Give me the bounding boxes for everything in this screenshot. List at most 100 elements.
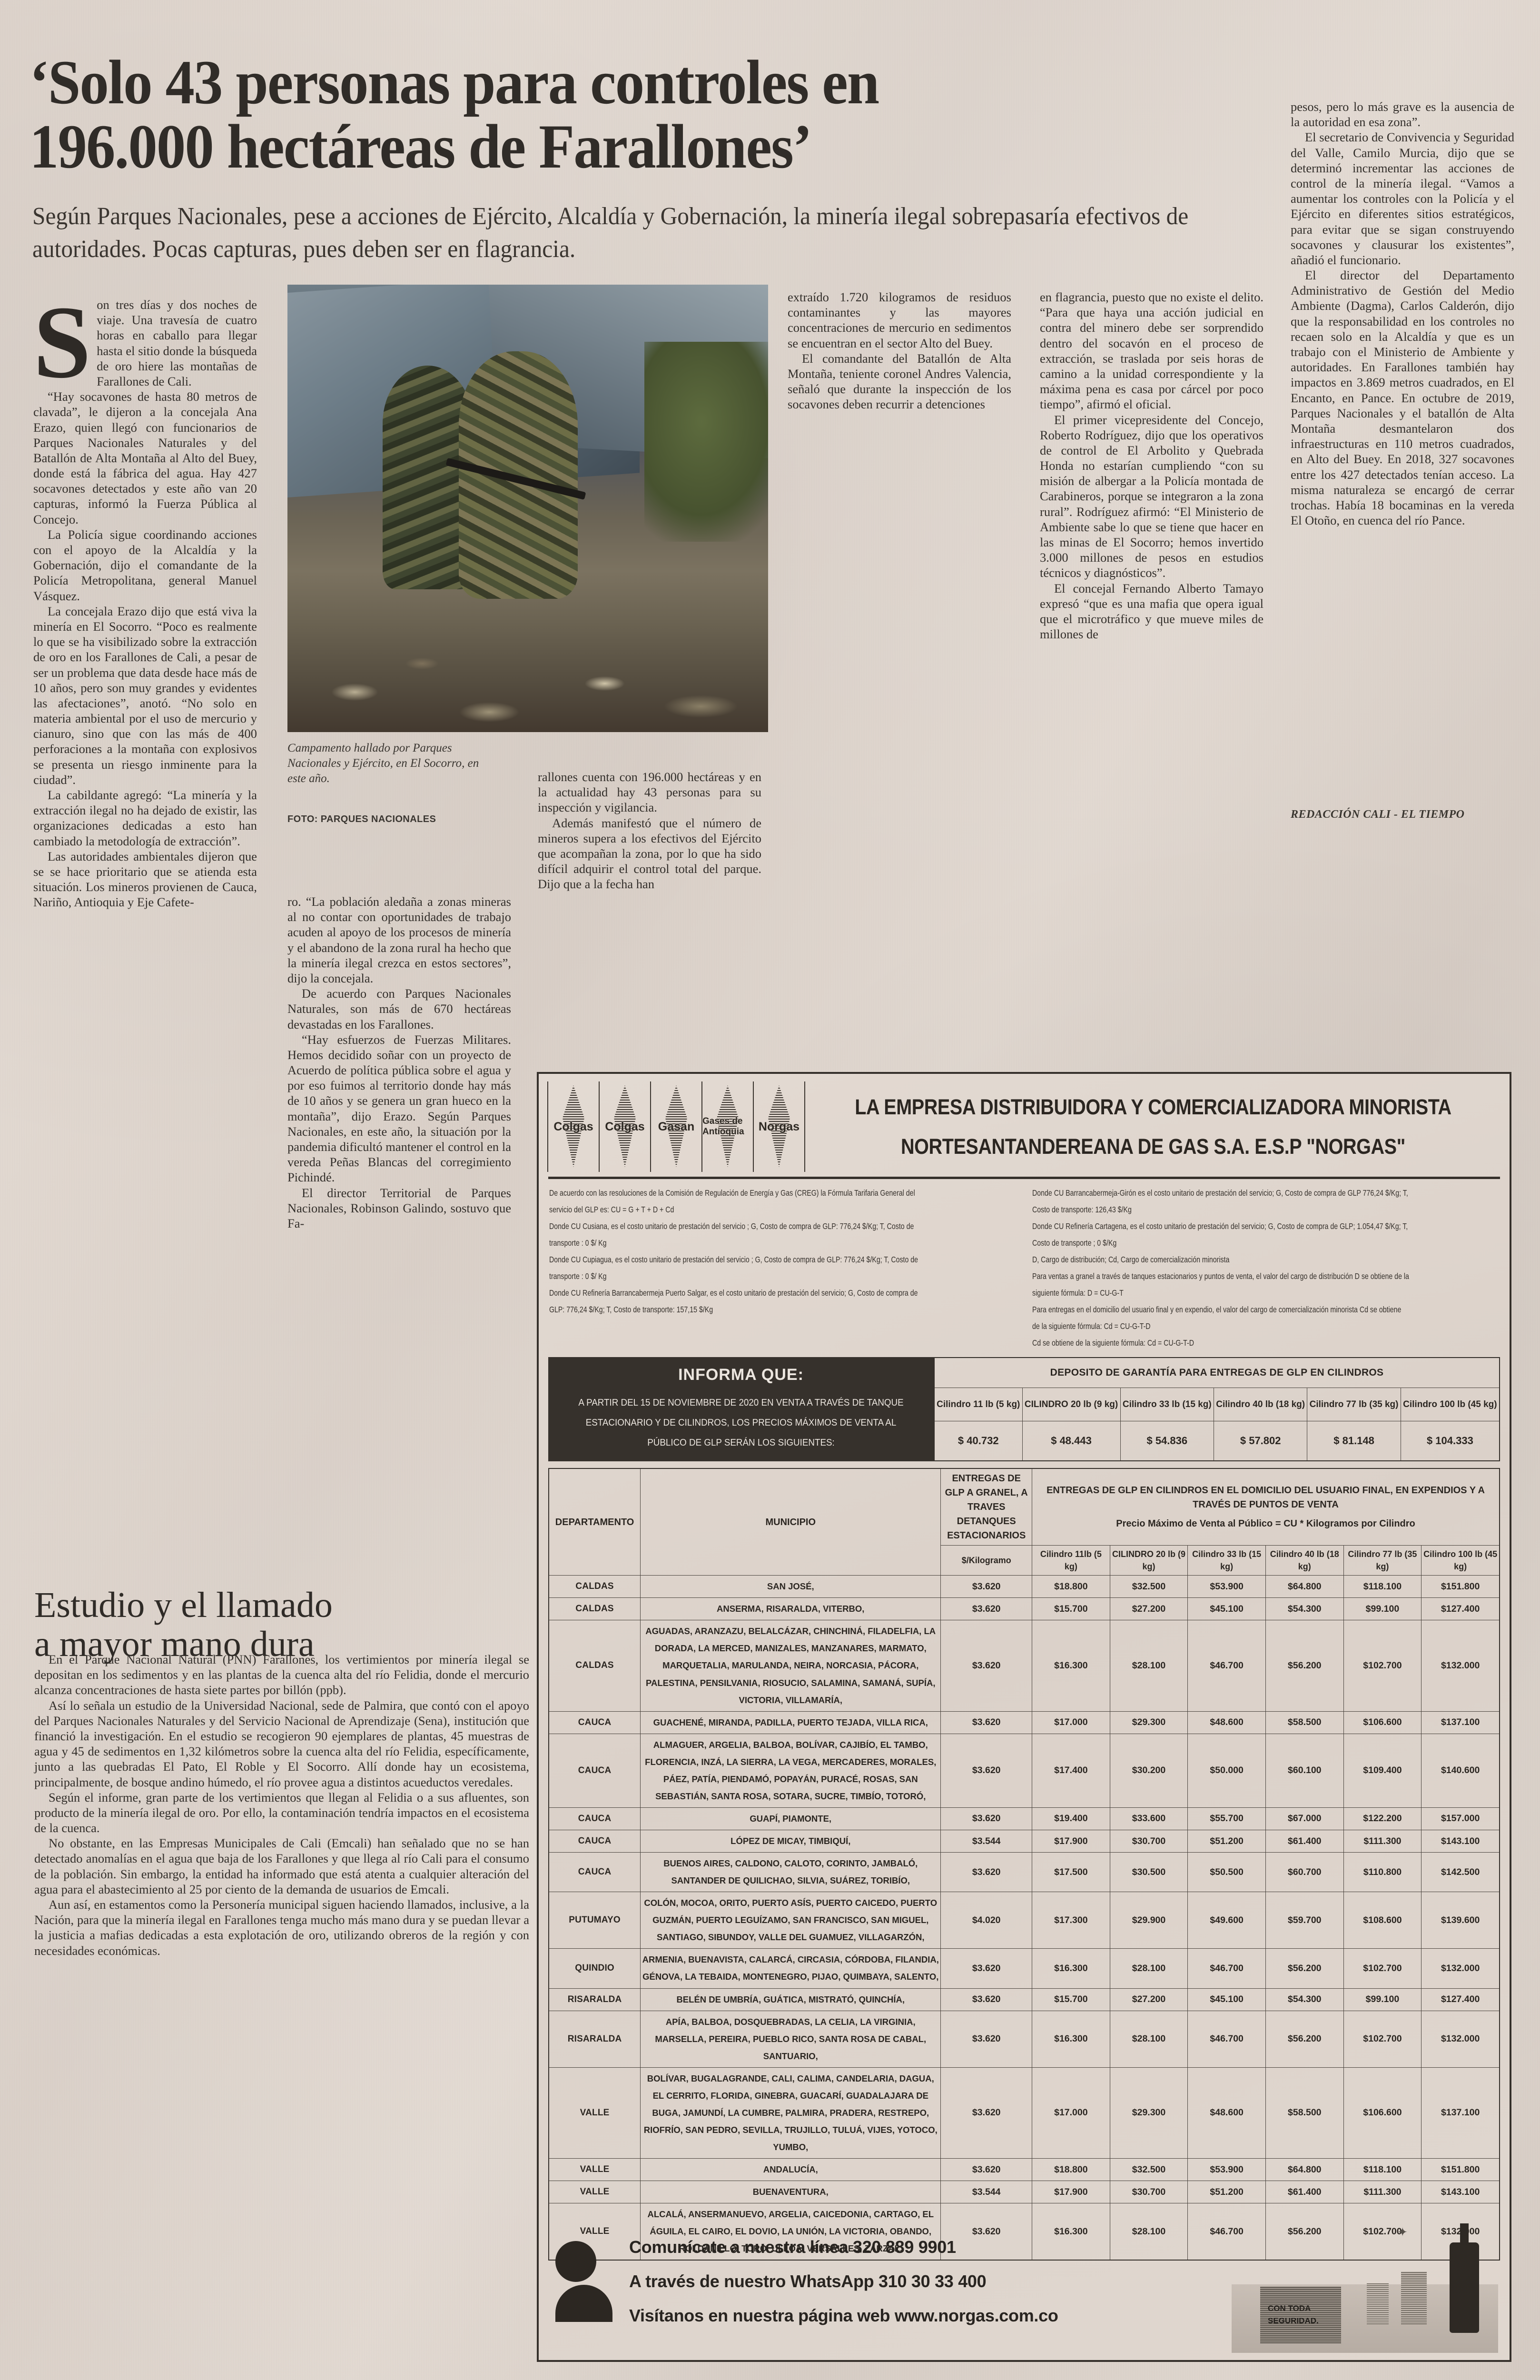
photo-debris — [287, 589, 768, 732]
cell-kilogramo: $3.544 — [940, 1829, 1033, 1853]
cell-cylinder-3: $64.800 — [1265, 2158, 1344, 2182]
table-row: VALLE BOLÍVAR, BUGALAGRANDE, CALI, CALIMA… — [548, 2067, 1500, 2159]
cell-cylinder-4: $99.100 — [1343, 1597, 1422, 1621]
cell-cylinder-0: $17.300 — [1032, 1892, 1110, 1949]
table-row: CAUCA GUACHENÉ, MIRANDA, PADILLA, PUERTO … — [548, 1711, 1500, 1734]
cell-cylinder-3: $61.400 — [1265, 2181, 1344, 2204]
cell-municipio: COLÓN, MOCOA, ORITO, PUERTO ASÍS, PUERTO… — [640, 1892, 941, 1949]
glp-price-table: DEPARTAMENTO MUNICIPIO ENTREGAS DE GLP A… — [548, 1468, 1500, 2261]
paragraph: pesos, pero lo más grave es la ausencia … — [1291, 99, 1514, 129]
cell-cylinder-1: $28.100 — [1109, 1948, 1188, 1989]
cell-cylinder-4: $106.600 — [1343, 1711, 1422, 1734]
cell-kilogramo: $3.620 — [940, 1711, 1033, 1734]
legal-paragraph: D, Cargo de distribución; Cd, Cargo de c… — [1032, 1255, 1230, 1264]
cell-cylinder-2: $53.900 — [1187, 1575, 1266, 1598]
norgas-logo-icon: Norgas — [754, 1081, 805, 1172]
secondary-body: En el Parque Nacional Natural (PNN) Fara… — [34, 1652, 529, 1958]
cell-cylinder-4: $102.700 — [1343, 2010, 1422, 2068]
paragraph: extraído 1.720 kilogramos de residuos co… — [788, 290, 1011, 350]
paragraph: Así lo señala un estudio de la Universid… — [34, 1698, 529, 1789]
table-subheader-row: $/Kilogramo Cilindro 11lb (5 kg) CILINDR… — [549, 1545, 1500, 1576]
cell-cylinder-4: $111.300 — [1343, 1829, 1422, 1853]
cell-cylinder-1: $30.700 — [1109, 2181, 1188, 2204]
norgas-advertisement: Colgas Colgas Gasan Gases de Antioquia N… — [537, 1072, 1511, 2362]
deposit-header: Cilindro 11 lb (5 kg) — [934, 1388, 1023, 1422]
cell-cylinder-2: $46.700 — [1187, 1948, 1266, 1989]
cell-cylinder-0: $17.000 — [1032, 1711, 1110, 1734]
cell-cylinder-2: $55.700 — [1187, 1807, 1266, 1831]
cell-cylinder-0: $17.500 — [1032, 1852, 1110, 1893]
gas-cylinder-small-icon — [1401, 2272, 1427, 2324]
table-row: CALDAS AGUADAS, ARANZAZU, BELALCÁZAR, CHI… — [548, 1620, 1500, 1712]
cell-cylinder-1: $30.200 — [1109, 1733, 1188, 1808]
ad-header: Colgas Colgas Gasan Gases de Antioquia N… — [539, 1074, 1510, 1175]
ad-product-photo: ✦ CON TODA SEGURIDAD. — [1232, 2210, 1498, 2353]
cell-municipio: BOLÍVAR, BUGALAGRANDE, CALI, CALIMA, CAN… — [640, 2067, 941, 2159]
ad-legal-left: De acuerdo con las resoluciones de la Co… — [549, 1185, 969, 1351]
cell-departamento: CALDAS — [548, 1597, 641, 1621]
table-row: QUINDIO ARMENIA, BUENAVISTA, CALARCÁ, CIR… — [548, 1948, 1500, 1989]
cell-kilogramo: $3.620 — [940, 1733, 1033, 1808]
page-title: ‘Solo 43 personas para controles en 196.… — [30, 50, 1136, 178]
ad-whatsapp-line[interactable]: A través de nuestro WhatsApp 310 30 33 4… — [629, 2271, 987, 2291]
paragraph: Las autoridades ambientales dijeron que … — [33, 849, 257, 910]
table-row: CAUCA LÓPEZ DE MICAY, TIMBIQUÍ, $3.544 $17.… — [548, 1829, 1500, 1853]
cell-cylinder-2: $46.700 — [1187, 1620, 1266, 1712]
paragraph-text: on tres días y dos noches de viaje. Una … — [97, 298, 257, 388]
cell-cylinder-4: $106.600 — [1343, 2067, 1422, 2159]
photo-caption: Campamento hallado por Parques Nacionale… — [287, 742, 479, 785]
cell-departamento: CAUCA — [548, 1711, 641, 1734]
cell-kilogramo: $3.620 — [940, 1807, 1033, 1831]
table-row: CALDAS SAN JOSÉ, $3.620 $18.800 $32.500 $53.9… — [548, 1575, 1500, 1598]
cell-cylinder-0: $16.300 — [1032, 1948, 1110, 1989]
col-header-domicilio: ENTREGAS DE GLP EN CILINDROS EN EL DOMIC… — [1032, 1468, 1500, 1546]
cell-cylinder-4: $102.700 — [1343, 1620, 1422, 1712]
cell-cylinder-2: $53.900 — [1187, 2158, 1266, 2182]
ad-footer: Comunícate a nuestra línea 320 889 9901 … — [539, 2203, 1510, 2360]
legal-paragraph: Donde CU Cusiana, es el costo unitario d… — [549, 1221, 914, 1248]
paragraph: El comandante del Batallón de Alta Monta… — [788, 351, 1011, 412]
cell-cylinder-2: $46.700 — [1187, 2010, 1266, 2068]
ad-website-line[interactable]: Visítanos en nuestra página web www.norg… — [629, 2306, 1058, 2325]
cell-municipio: ARMENIA, BUENAVISTA, CALARCÁ, CIRCASIA, … — [640, 1948, 941, 1989]
col-header-cyl-77: Cilindro 77 lb (35 kg) — [1343, 1545, 1422, 1576]
cell-cylinder-3: $58.500 — [1265, 2067, 1344, 2159]
cell-cylinder-1: $32.500 — [1109, 2158, 1188, 2182]
cell-cylinder-5: $132.000 — [1421, 2010, 1500, 2068]
cell-departamento: CAUCA — [548, 1807, 641, 1831]
photo-foliage — [644, 342, 768, 542]
cell-municipio: GUACHENÉ, MIRANDA, PADILLA, PUERTO TEJAD… — [640, 1711, 941, 1734]
ad-phone-line[interactable]: Comunícate a nuestra línea 320 889 9901 — [629, 2237, 956, 2257]
ad-divider — [548, 1177, 1500, 1179]
cell-cylinder-5: $137.100 — [1421, 2067, 1500, 2159]
cell-municipio: ALMAGUER, ARGELIA, BALBOA, BOLÍVAR, CAJI… — [640, 1733, 941, 1808]
cell-cylinder-2: $45.100 — [1187, 1988, 1266, 2011]
cell-cylinder-2: $51.200 — [1187, 2181, 1266, 2204]
paragraph: El director del Departamento Administrat… — [1291, 268, 1514, 528]
paragraph: Además manifestó que el número de minero… — [538, 815, 761, 892]
cell-departamento: CAUCA — [548, 1733, 641, 1808]
logo-label: Norgas — [758, 1120, 800, 1133]
cell-cylinder-5: $157.000 — [1421, 1807, 1500, 1831]
paragraph: Aun así, en estamentos como la Personerí… — [34, 1897, 529, 1958]
cell-municipio: BELÉN DE UMBRÍA, GUÁTICA, MISTRATÓ, QUIN… — [640, 1988, 941, 2011]
cell-municipio: BUENAVENTURA, — [640, 2181, 941, 2204]
cell-cylinder-5: $127.400 — [1421, 1988, 1500, 2011]
cell-departamento: VALLE — [548, 2158, 641, 2182]
paragraph: La cabildante agregó: “La minería y la e… — [33, 788, 257, 848]
cell-cylinder-1: $27.200 — [1109, 1597, 1188, 1621]
cell-municipio: AGUADAS, ARANZAZU, BELALCÁZAR, CHINCHINÁ… — [640, 1620, 941, 1712]
cell-cylinder-5: $151.800 — [1421, 1575, 1500, 1598]
body-column-2: ro. “La población aledaña a zonas minera… — [287, 894, 511, 1231]
table-row: Cilindro 11 lb (5 kg) CILINDRO 20 lb (9 … — [934, 1388, 1500, 1422]
gas-tank-icon: CON TODA SEGURIDAD. — [1260, 2286, 1341, 2343]
cell-cylinder-0: $16.300 — [1032, 1620, 1110, 1712]
logo-label: Colgas — [605, 1120, 645, 1133]
cell-cylinder-0: $18.800 — [1032, 2158, 1110, 2182]
colgas-2-logo-icon: Colgas — [600, 1081, 651, 1172]
cell-cylinder-0: $16.300 — [1032, 2010, 1110, 2068]
cell-cylinder-1: $30.700 — [1109, 1829, 1188, 1853]
cell-kilogramo: $3.620 — [940, 1988, 1033, 2011]
paragraph: en flagrancia, puesto que no existe el d… — [1040, 290, 1264, 412]
